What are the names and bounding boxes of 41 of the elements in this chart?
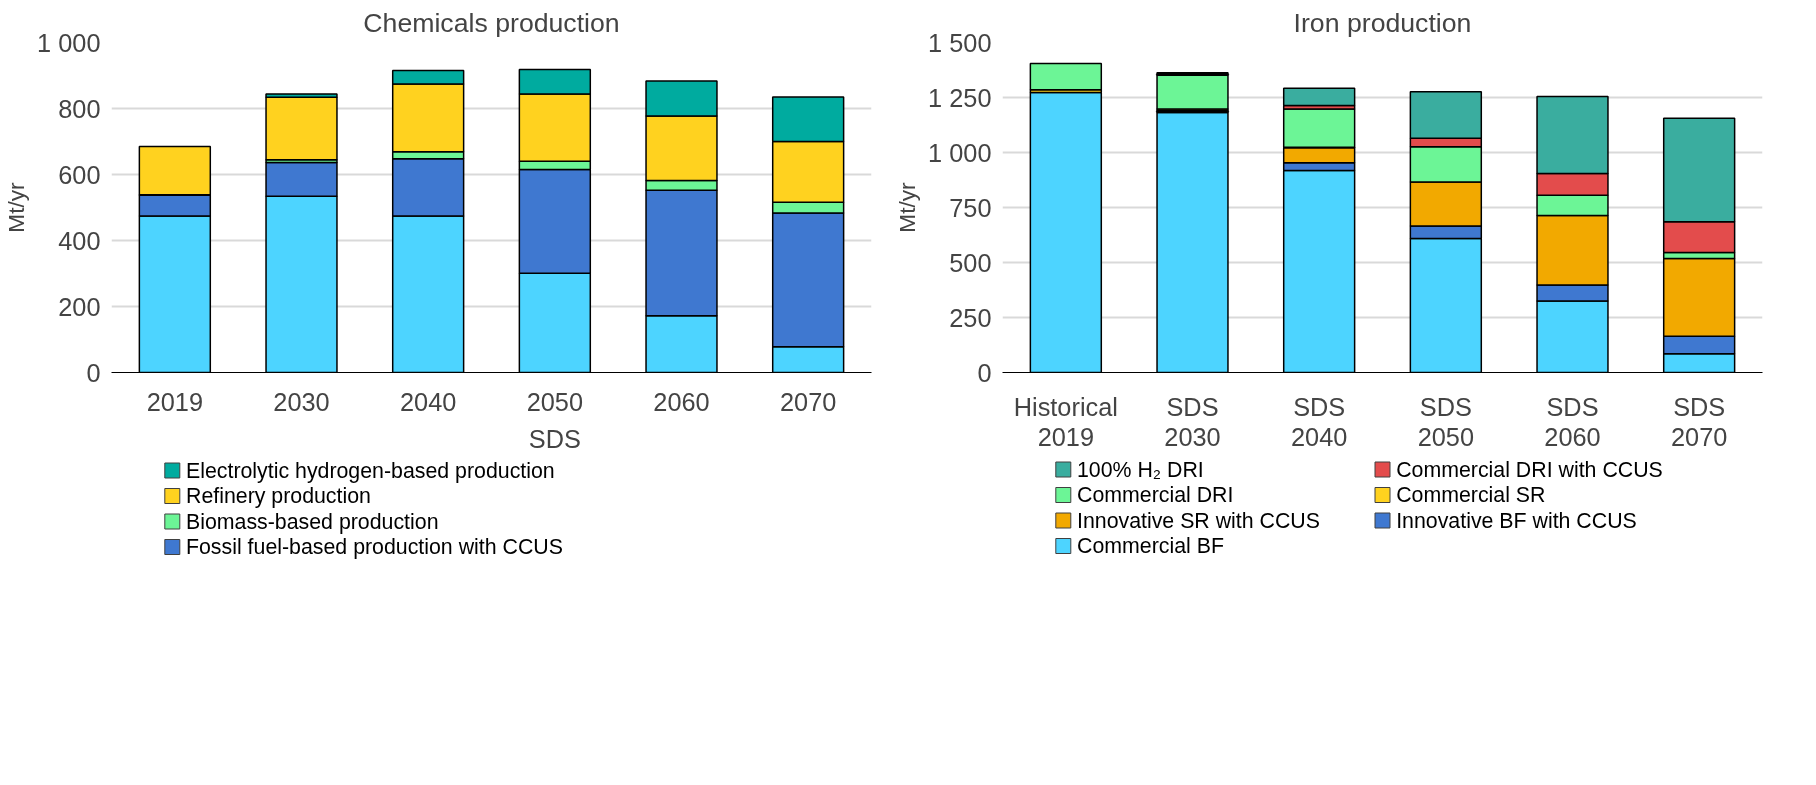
legend-label: Refinery production (185, 484, 371, 508)
x-tick-label: Historical 2019 (1013, 392, 1118, 452)
legend-label: 100% H₂ DRI (1076, 457, 1204, 482)
legend-label: Commercial SR (1396, 483, 1546, 507)
y-tick-label: 1 500 (928, 28, 992, 57)
legend-label: Commercial DRI (1076, 483, 1234, 507)
x-tick-label: 2019 (146, 387, 204, 416)
chart-title: Chemicals production (363, 7, 620, 38)
x-tick-label: 2030 (273, 387, 330, 416)
y-axis-title: Mt/yr (894, 181, 921, 233)
y-axis-title: Mt/yr (3, 181, 30, 233)
legend-label: Innovative BF with CCUS (1396, 508, 1637, 533)
y-tick-label: 1 000 (928, 138, 992, 167)
legend-label: Fossil fuel-based production with CCUS (185, 535, 563, 559)
x-tick-label: 2070 (779, 387, 837, 416)
x-tick-label: 2040 (399, 387, 457, 416)
y-tick-label: 600 (58, 160, 101, 189)
y-tick-label: 1 250 (928, 83, 992, 112)
legend-label: Biomass-based production (185, 509, 439, 534)
text: SDS (528, 424, 581, 453)
x-tick-label: SDS 2060 (1544, 392, 1601, 452)
x-tick-label: 2060 (653, 387, 710, 416)
y-tick-label: 750 (949, 193, 992, 222)
chart-title: Iron production (1293, 7, 1472, 38)
x-tick-label: SDS 2040 (1290, 392, 1348, 452)
y-tick-label: 200 (58, 292, 101, 321)
x-tick-label: 2050 (526, 387, 584, 416)
legend-label: Innovative SR with CCUS (1076, 508, 1320, 533)
legend-label: Commercial BF (1076, 534, 1224, 558)
y-tick-label: 0 (977, 358, 992, 387)
legend-label: Electrolytic hydrogen-based production (185, 458, 555, 483)
y-tick-label: 250 (949, 303, 992, 332)
x-tick-label: SDS 2070 (1670, 392, 1728, 452)
legend-label: Commercial DRI with CCUS (1396, 457, 1663, 482)
y-tick-label: 0 (86, 358, 101, 387)
x-tick-label: SDS 2050 (1417, 392, 1475, 452)
x-tick-label: SDS 2030 (1164, 392, 1221, 452)
y-tick-label: 800 (58, 94, 101, 123)
y-tick-label: 500 (949, 248, 992, 277)
y-tick-label: 1 000 (37, 28, 101, 57)
y-tick-label: 400 (58, 226, 101, 255)
